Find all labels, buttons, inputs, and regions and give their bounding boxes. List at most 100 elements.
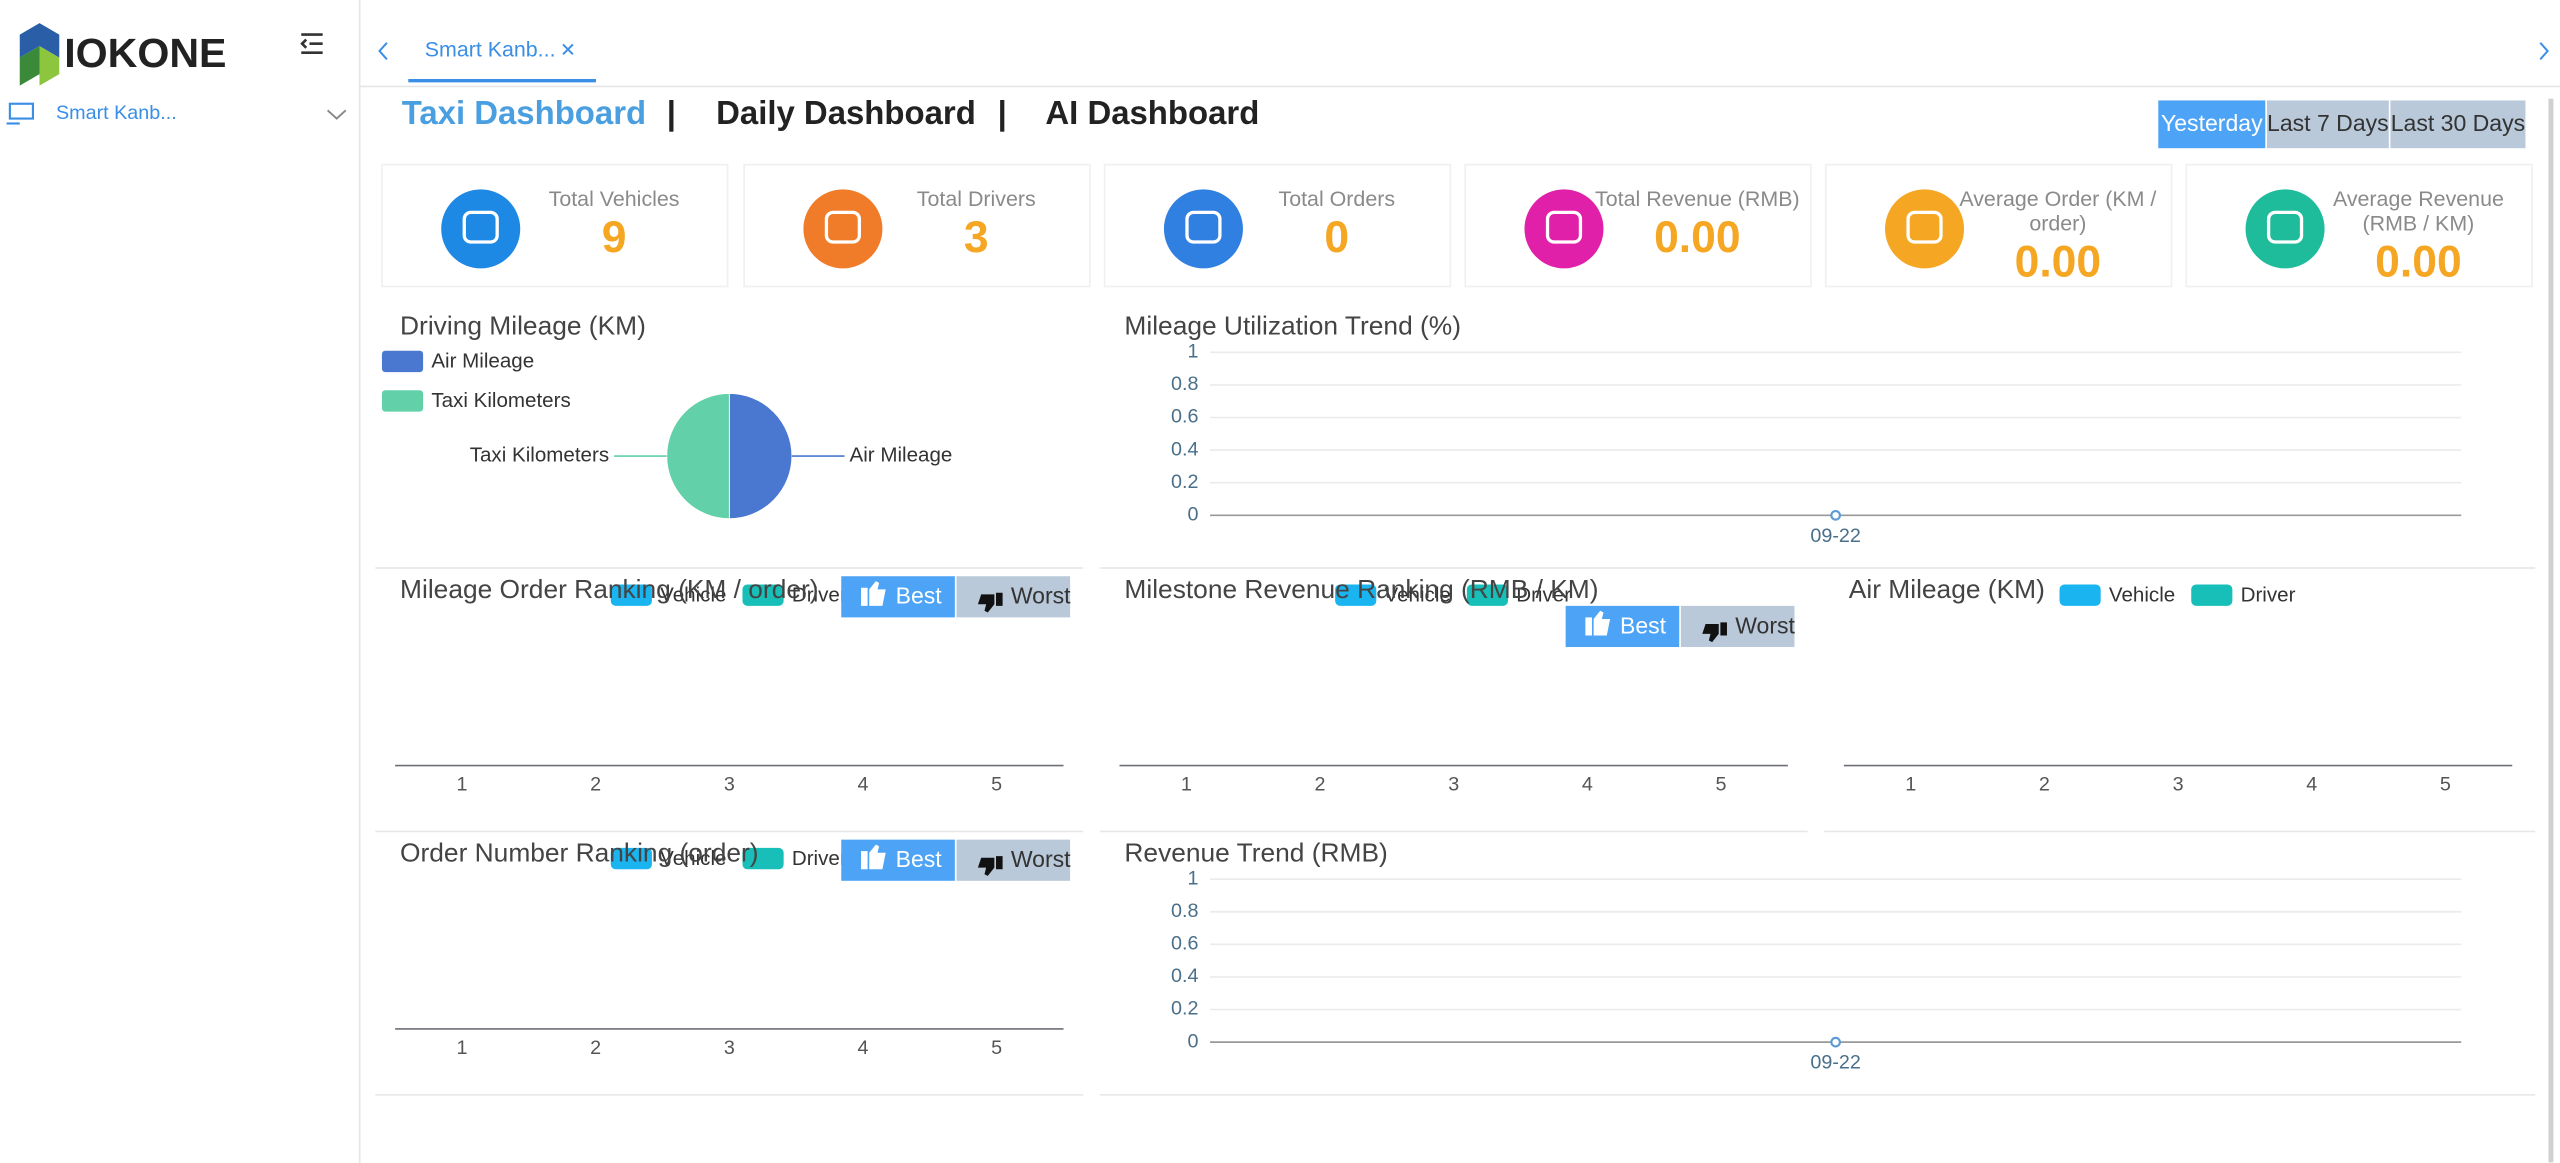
kpi-icon-glyph: [824, 210, 862, 244]
x-tick-label: 3: [1448, 774, 1459, 796]
kpi: Average Revenue (RMB / KM) 0.00: [2303, 186, 2533, 288]
thumb-icon: [1702, 622, 1727, 643]
kpi-value: 0: [1324, 212, 1350, 262]
kpi-icon: [2245, 189, 2325, 269]
legend-label: Driver: [792, 583, 847, 606]
kpi-value: 0.00: [1654, 212, 1741, 262]
kpi-icon-glyph: [1185, 210, 1222, 244]
nav-separator: |: [667, 94, 676, 131]
legend-label: Vehicle: [1385, 583, 1451, 606]
x-tick-label: 4: [1582, 774, 1593, 796]
legend-label: Vehicle: [2109, 583, 2175, 606]
kpi-value: 0.00: [2375, 237, 2462, 287]
rank-button[interactable]: Worst: [956, 576, 1072, 618]
kpi-text: Total Revenue (RMB)0.00: [1595, 186, 1800, 262]
tab-next[interactable]: [2539, 42, 2549, 60]
legend-swatch: [1335, 584, 1377, 606]
kpi-text: Average Revenue (RMB / KM)0.00: [2303, 186, 2533, 288]
chart-title: Driving Mileage (KM): [400, 311, 646, 341]
x-tick-label: 4: [2306, 774, 2317, 796]
y-tick-label: 0: [1188, 1030, 1199, 1052]
kpi-card: [743, 163, 1091, 288]
tab-prev[interactable]: [378, 42, 388, 60]
rank-button-label: Best: [1620, 612, 1667, 638]
legend-label: Driver: [2241, 583, 2296, 606]
rank-button-bg: [841, 839, 955, 881]
kpi-icon-glyph: [1545, 210, 1583, 244]
brand: IOKONE: [64, 30, 226, 76]
thumb-icon: [1585, 610, 1611, 636]
kpi-icon: [1885, 189, 1965, 269]
chart-title: Air Mileage (KM): [1849, 574, 2045, 604]
tab[interactable]: Smart Kanb...: [425, 38, 556, 62]
slice-label: Air Mileage: [849, 443, 952, 466]
kpi-card: [1464, 163, 1812, 288]
legend-swatch: [742, 847, 784, 870]
kpi-icon: [1163, 189, 1243, 269]
range-button[interactable]: Last 7 Days: [2266, 100, 2389, 149]
kpi-icon-glyph: [1906, 210, 1943, 244]
x-tick-label: 1: [1181, 774, 1192, 796]
nav-item[interactable]: Daily Dashboard: [716, 94, 976, 131]
thumb-icon: [861, 844, 886, 870]
rank-button[interactable]: Worst: [956, 839, 1072, 881]
y-tick-label: 0.4: [1171, 965, 1198, 987]
x-tick-label: 2: [2039, 774, 2050, 796]
tab-close[interactable]: [562, 43, 574, 56]
x-tick-label: 3: [724, 774, 735, 796]
rank-button[interactable]: Best: [841, 576, 955, 618]
legend-swatch: [381, 390, 424, 412]
nav-item[interactable]: Taxi Dashboard: [402, 94, 646, 131]
nav-item[interactable]: AI Dashboard: [1045, 94, 1259, 131]
range-button-bg: [2390, 100, 2526, 149]
kpi-card: [1824, 163, 2173, 288]
range-button-bg: [2266, 100, 2389, 149]
thumb-icon: [861, 581, 886, 606]
y-tick-label: 1: [1188, 341, 1199, 363]
slice-label: Taxi Kilometers: [470, 443, 609, 466]
x-tick-label: 5: [1716, 774, 1727, 796]
nav-separator: |: [998, 94, 1007, 131]
rank-button[interactable]: Best: [1565, 605, 1680, 648]
range-button-bg: [2158, 100, 2266, 149]
kpi-icon-glyph: [462, 210, 499, 244]
kpi-label: Total Vehicles: [548, 186, 680, 211]
y-tick-label: 0.2: [1171, 998, 1198, 1020]
menu-item[interactable]: Smart Kanb...: [56, 102, 177, 124]
legend-swatch: [1466, 584, 1509, 606]
legend-swatch: [610, 847, 652, 870]
rank-button-label: Best: [896, 846, 943, 872]
legend-label: Vehicle: [660, 583, 726, 606]
x-tick-label: 3: [2173, 774, 2184, 796]
kpi: Total Vehicles 9: [499, 186, 729, 263]
legend-label: Vehicle: [660, 847, 726, 870]
menu-toggle[interactable]: [300, 33, 323, 55]
kpi-card: [1103, 163, 1452, 288]
y-tick-label: 0: [1188, 504, 1199, 526]
x-tick-label: 5: [991, 774, 1002, 796]
y-tick-label: 0.2: [1171, 471, 1198, 493]
kpi-text: Average Order (KM / order)0.00: [1959, 186, 2156, 286]
menu-chevron[interactable]: [326, 109, 347, 120]
x-tick-label: 09-22: [1810, 1052, 1861, 1074]
rank-button[interactable]: Worst: [1680, 605, 1796, 648]
kpi-icon: [803, 189, 883, 269]
legend-label: Driver: [1516, 583, 1571, 606]
x-tick-label: 4: [857, 774, 868, 796]
chart-title: Order Number Ranking (order): [400, 837, 758, 867]
range-button[interactable]: Yesterday: [2158, 100, 2266, 149]
range-button[interactable]: Last 30 Days: [2390, 100, 2526, 149]
y-tick-label: 0.4: [1171, 438, 1198, 460]
x-tick-label: 09-22: [1810, 525, 1861, 547]
x-tick-label: 4: [857, 1037, 868, 1059]
kpi-label: Total Orders: [1278, 186, 1396, 211]
legend-swatch: [381, 350, 424, 373]
legend-label: Air Mileage: [431, 350, 534, 373]
rank-button[interactable]: Best: [841, 839, 955, 881]
legend-label: Taxi Kilometers: [431, 389, 570, 412]
range-button-label: Last 30 Days: [2391, 110, 2525, 136]
range-button-label: Last 7 Days: [2267, 110, 2389, 136]
pie-slice: [666, 393, 730, 520]
